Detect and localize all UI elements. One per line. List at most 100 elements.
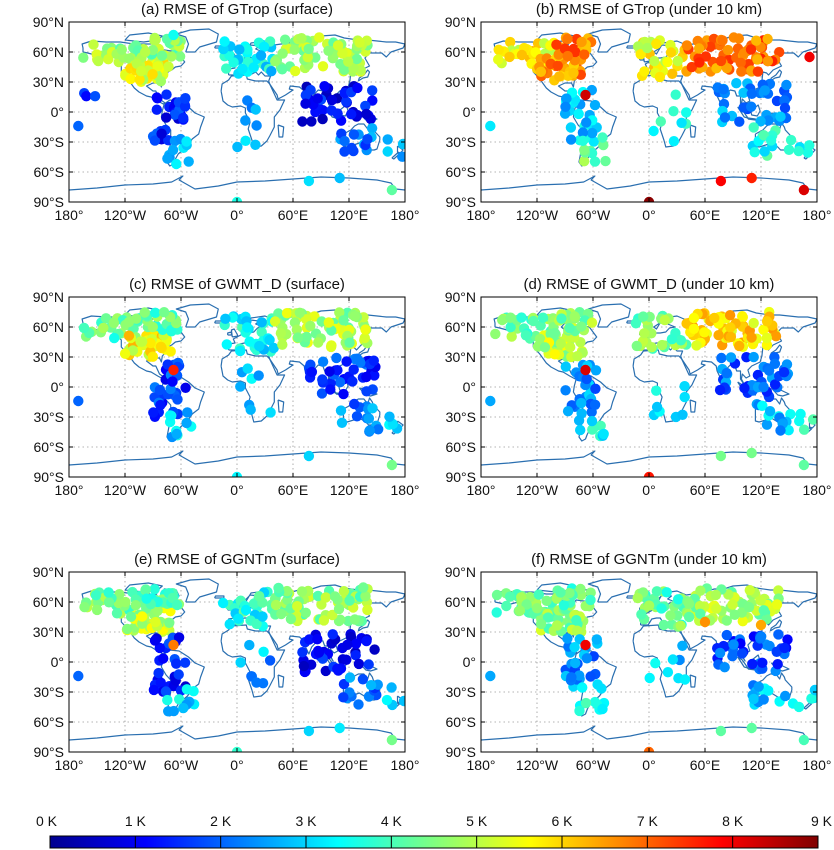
station-point bbox=[574, 705, 585, 717]
map-panel-d: (d) RMSE of GWMT_D (under 10 km) 90°N 60°N… bbox=[445, 276, 832, 498]
station-point bbox=[291, 324, 302, 335]
lon-tick-label: 180° bbox=[391, 207, 420, 223]
station-point bbox=[650, 658, 661, 669]
station-point bbox=[785, 134, 797, 146]
station-point bbox=[535, 618, 547, 630]
station-point bbox=[314, 32, 325, 43]
lon-tick-label: 120°E bbox=[330, 207, 368, 223]
station-point bbox=[586, 415, 598, 427]
station-point bbox=[277, 64, 288, 75]
station-point bbox=[798, 424, 810, 435]
colorbar-label: 9 K bbox=[811, 813, 833, 829]
station-point bbox=[588, 136, 599, 147]
station-point bbox=[220, 313, 231, 324]
station-point bbox=[716, 352, 727, 364]
lat-tick-label: 60°S bbox=[33, 714, 64, 730]
station-point bbox=[179, 101, 191, 112]
station-point bbox=[181, 684, 193, 695]
panel-title: (e) RMSE of GGNTm (surface) bbox=[134, 551, 340, 568]
station-point bbox=[397, 138, 405, 150]
station-point bbox=[516, 312, 527, 323]
station-point bbox=[149, 635, 161, 646]
coastline bbox=[277, 124, 285, 138]
station-point bbox=[325, 341, 337, 353]
station-point bbox=[504, 51, 515, 63]
station-point bbox=[642, 42, 653, 54]
coastline bbox=[227, 331, 232, 336]
station-point bbox=[736, 648, 748, 659]
station-point bbox=[769, 379, 781, 390]
station-point bbox=[554, 71, 565, 82]
station-point bbox=[762, 33, 773, 45]
station-point bbox=[364, 425, 375, 436]
station-point bbox=[562, 33, 573, 45]
station-point bbox=[694, 57, 705, 68]
station-point bbox=[771, 95, 783, 107]
coastline bbox=[69, 725, 405, 741]
station-point bbox=[756, 631, 767, 642]
station-point bbox=[327, 609, 338, 621]
station-point bbox=[668, 136, 680, 147]
station-point bbox=[758, 130, 769, 141]
station-point bbox=[722, 44, 734, 56]
station-point bbox=[320, 665, 331, 677]
station-point bbox=[549, 349, 560, 360]
station-point bbox=[346, 109, 357, 120]
station-point bbox=[158, 653, 169, 664]
station-point bbox=[317, 61, 329, 72]
colorbar-label: 6 K bbox=[551, 813, 573, 829]
station-point bbox=[739, 382, 750, 394]
coastline bbox=[277, 674, 285, 688]
station-point bbox=[145, 337, 156, 349]
station-point bbox=[360, 324, 371, 335]
station-point bbox=[516, 49, 528, 61]
lat-tick-label: 60°N bbox=[445, 594, 476, 610]
station-point bbox=[316, 388, 328, 399]
station-point bbox=[386, 734, 398, 746]
station-point bbox=[350, 638, 362, 649]
station-point bbox=[778, 367, 790, 378]
station-point bbox=[300, 90, 311, 101]
station-point bbox=[168, 705, 179, 717]
station-point bbox=[360, 591, 371, 602]
lat-tick-label: 30°S bbox=[445, 409, 476, 425]
station-point bbox=[580, 89, 591, 101]
station-point bbox=[579, 49, 590, 60]
station-point bbox=[357, 674, 369, 685]
station-point bbox=[710, 589, 722, 601]
station-point bbox=[636, 609, 647, 620]
coastline bbox=[750, 104, 761, 117]
lon-tick-label: 120°E bbox=[330, 757, 368, 773]
station-point bbox=[219, 36, 230, 47]
station-point bbox=[751, 35, 762, 46]
station-point bbox=[727, 651, 738, 662]
station-point bbox=[775, 111, 786, 122]
station-point bbox=[365, 680, 377, 691]
station-point bbox=[735, 57, 746, 68]
station-point bbox=[257, 611, 268, 622]
station-point bbox=[148, 407, 159, 418]
station-point bbox=[743, 601, 755, 613]
lon-tick-label: 180° bbox=[467, 757, 496, 773]
station-point bbox=[564, 323, 575, 334]
station-point bbox=[338, 692, 349, 703]
station-point bbox=[137, 611, 148, 622]
lon-tick-label: 180° bbox=[467, 207, 496, 223]
station-point bbox=[130, 600, 141, 611]
station-point bbox=[309, 311, 320, 322]
station-point bbox=[363, 413, 375, 424]
station-point bbox=[312, 590, 324, 602]
station-point bbox=[759, 85, 770, 96]
coastline bbox=[640, 34, 817, 112]
station-point bbox=[677, 640, 688, 651]
lon-tick-label: 180° bbox=[803, 482, 832, 498]
station-point bbox=[573, 108, 584, 120]
station-point bbox=[765, 135, 777, 146]
station-point bbox=[335, 614, 346, 625]
station-point bbox=[88, 39, 99, 50]
station-point bbox=[725, 331, 737, 343]
station-point bbox=[140, 584, 151, 595]
station-point bbox=[254, 591, 265, 602]
station-point bbox=[555, 587, 566, 598]
station-point bbox=[533, 589, 544, 600]
